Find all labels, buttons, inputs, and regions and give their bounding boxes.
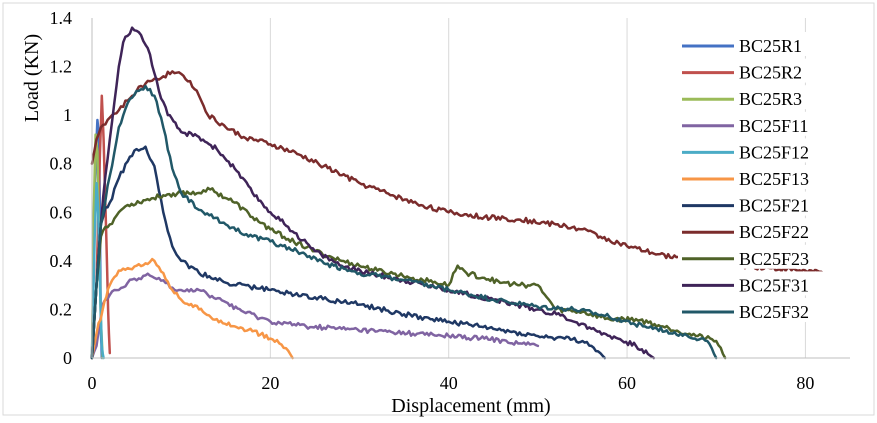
legend-label-bc25f12: BC25F12: [739, 142, 809, 162]
y-tick-label: 0.8: [50, 154, 73, 174]
legend-bg: [678, 191, 860, 216]
legend-label-bc25r1: BC25R1: [739, 36, 802, 56]
legend-label-bc25f13: BC25F13: [739, 169, 809, 189]
legend-bg: [678, 271, 860, 296]
x-tick-label: 80: [796, 373, 814, 393]
legend-label-bc25r2: BC25R2: [739, 63, 802, 83]
x-tick-label: 40: [440, 373, 458, 393]
legend-label-bc25f21: BC25F21: [739, 196, 809, 216]
y-tick-label: 0.6: [50, 202, 73, 222]
y-axis-title: Load (KN): [21, 34, 43, 122]
legend-label-bc25f31: BC25F31: [739, 275, 809, 295]
series-line-bc25f32: [90, 84, 718, 360]
legend-label-bc25f11: BC25F11: [739, 116, 808, 136]
y-tick-label: 1.4: [50, 8, 73, 28]
y-tick-label: 1: [63, 105, 72, 125]
series-lines: [90, 26, 834, 360]
series-line-bc25f31: [90, 26, 656, 360]
legend-bg: [678, 165, 860, 189]
legend-label-bc25f23: BC25F23: [739, 249, 809, 269]
x-tick-label: 60: [618, 373, 636, 393]
y-tick-label: 0.4: [50, 251, 73, 271]
legend-bg: [678, 32, 860, 56]
y-tick-label: 0: [63, 348, 72, 368]
legend-bg: [678, 218, 860, 243]
legend-bg: [678, 85, 860, 110]
legend-label-bc25r3: BC25R3: [739, 89, 802, 109]
series-line-bc25f13: [90, 257, 294, 360]
x-tick-label: 20: [261, 373, 279, 393]
y-tick-label: 1.2: [50, 57, 73, 77]
legend-bg: [678, 111, 860, 136]
y-tick-label: 0.2: [50, 299, 73, 319]
x-tick-label: 0: [88, 373, 97, 393]
x-axis-title: Displacement (mm): [391, 395, 550, 417]
legend-bg: [678, 244, 860, 269]
series-line-bc25f21: [90, 145, 607, 360]
legend-label-bc25f32: BC25F32: [739, 302, 809, 322]
legend-label-bc25f22: BC25F22: [739, 222, 809, 242]
series-line-bc25f12: [90, 181, 105, 360]
axes: 0 20 40 60 80 0 0.2 0.4 0.6 0.8 1 1.2 1.4: [50, 8, 850, 393]
legend-bg: [678, 138, 860, 163]
legend-bg: [678, 298, 860, 322]
legend-bg: [678, 58, 860, 83]
legend: BC25R1 BC25R2 BC25R3 BC25F11 BC25F12 BC25F13 B…: [678, 32, 860, 322]
